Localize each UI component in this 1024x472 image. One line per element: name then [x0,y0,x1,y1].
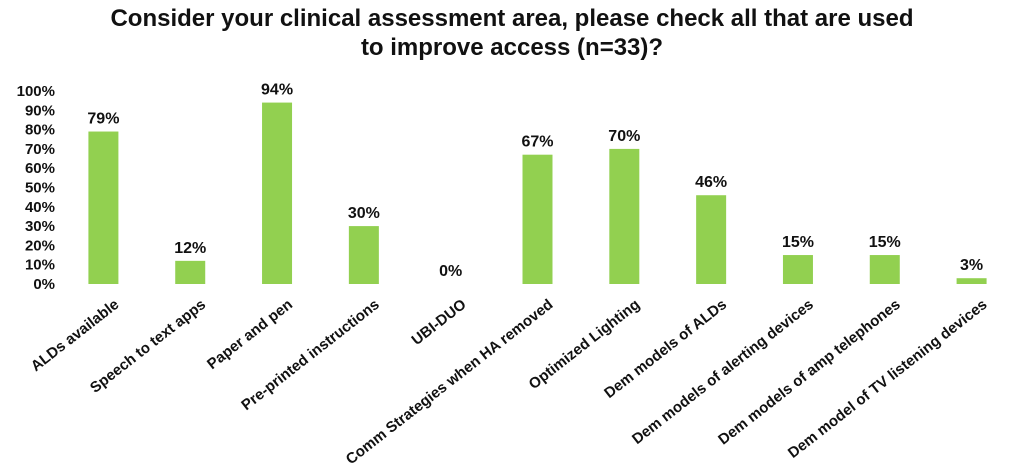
y-tick-label: 80% [25,122,55,139]
data-label: 79% [87,111,119,128]
chart-title-wrap: Consider your clinical assessment area, … [0,4,1024,62]
bars-group [88,102,987,284]
bar [88,131,119,284]
bar [262,102,293,284]
bar [348,226,379,284]
data-label: 70% [608,128,640,145]
data-label: 15% [782,234,814,251]
data-label: 3% [960,257,983,274]
category-label: Dem models of alerting devices [629,296,817,448]
y-tick-label: 30% [25,218,55,235]
data-label: 30% [348,205,380,222]
y-tick-label: 0% [33,276,55,293]
y-tick-label: 50% [25,180,55,197]
bar [782,255,813,284]
bar [609,148,640,284]
category-label: UBI-DUO [409,296,470,349]
y-tick-label: 90% [25,102,55,119]
category-label: Paper and pen [204,296,296,373]
y-tick-label: 60% [25,160,55,177]
bar [522,154,553,284]
bar [175,260,206,284]
y-tick-label: 20% [25,237,55,254]
data-label: 94% [261,82,293,99]
bar [956,278,987,284]
category-label: Dem models of amp telephones [715,296,903,448]
y-tick-label: 40% [25,199,55,216]
y-tick-label: 10% [25,257,55,274]
y-axis: 0% 10% 20% 30% 40% 50% 60% 70% 80% 90% 100% [17,83,55,293]
category-label: Pre-printed instructions [238,296,382,414]
chart-title: Consider your clinical assessment area, … [110,5,914,61]
data-labels-group: 79% 12% 94% 30% 0% 67% 70% 46% 15% 15% 3% [87,82,983,280]
data-label: 67% [521,134,553,151]
data-label: 46% [695,174,727,191]
bar [696,195,727,284]
data-label: 12% [174,240,206,257]
data-label: 0% [439,263,462,280]
y-tick-label: 70% [25,141,55,158]
bar [869,255,900,284]
category-label: ALDs available [28,296,123,375]
data-label: 15% [869,234,901,251]
y-tick-label: 100% [17,83,55,100]
